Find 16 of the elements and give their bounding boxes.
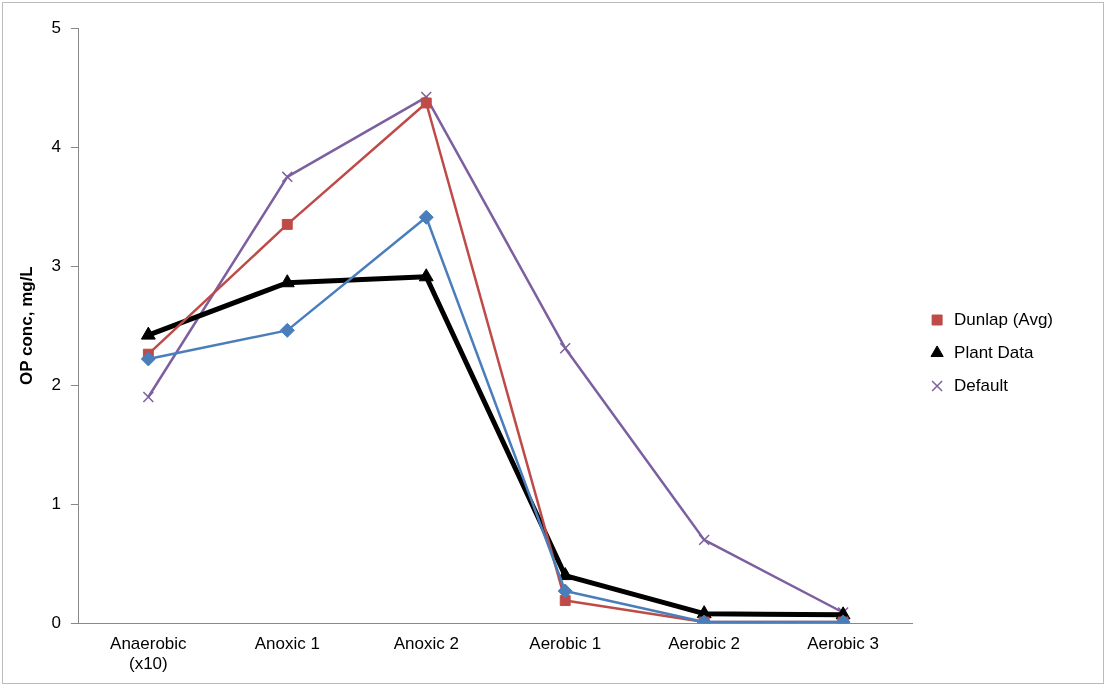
y-tick-label: 5 [51,17,61,37]
legend-label: Default [954,375,1009,395]
x-tick-label: Anoxic 2 [393,634,459,654]
legend-label: Plant Data [954,342,1035,362]
x-tick-label: Aerobic 1 [529,634,602,654]
legend-label: Dunlap (Avg) [954,309,1053,329]
y-tick-label: 1 [51,493,61,513]
x-tick-label: Aerobic 2 [668,634,741,654]
x-tick-label: Anoxic 1 [254,634,320,654]
y-axis-title: OP conc, mg/L [16,266,36,385]
y-tick-label: 0 [51,612,61,632]
y-tick-label: 3 [51,255,61,275]
y-tick-label: 4 [51,136,61,156]
y-tick-label: 2 [51,374,61,394]
x-tick-label: Anaerobic (x10) [110,634,188,674]
x-tick-label: Aerobic 3 [807,634,880,654]
